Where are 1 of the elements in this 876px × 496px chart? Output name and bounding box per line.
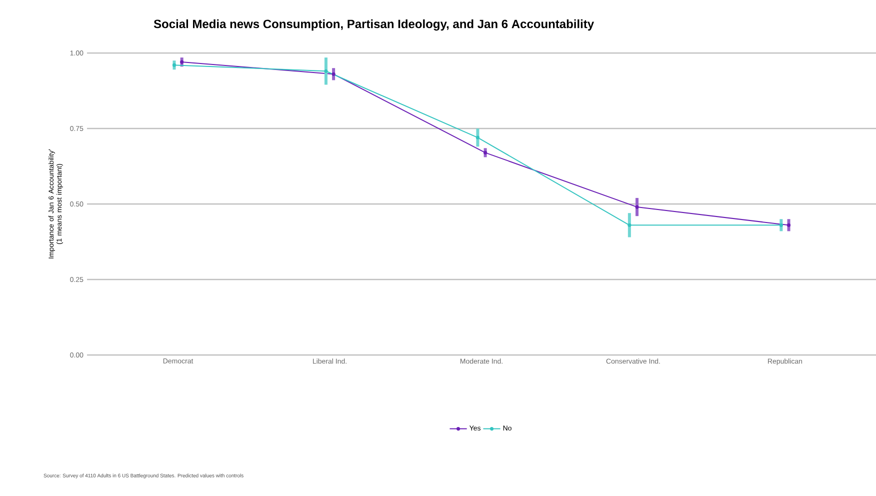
chart-title: Social Media news Consumption, Partisan Ideology, and Jan 6 Accountability [154, 19, 594, 31]
